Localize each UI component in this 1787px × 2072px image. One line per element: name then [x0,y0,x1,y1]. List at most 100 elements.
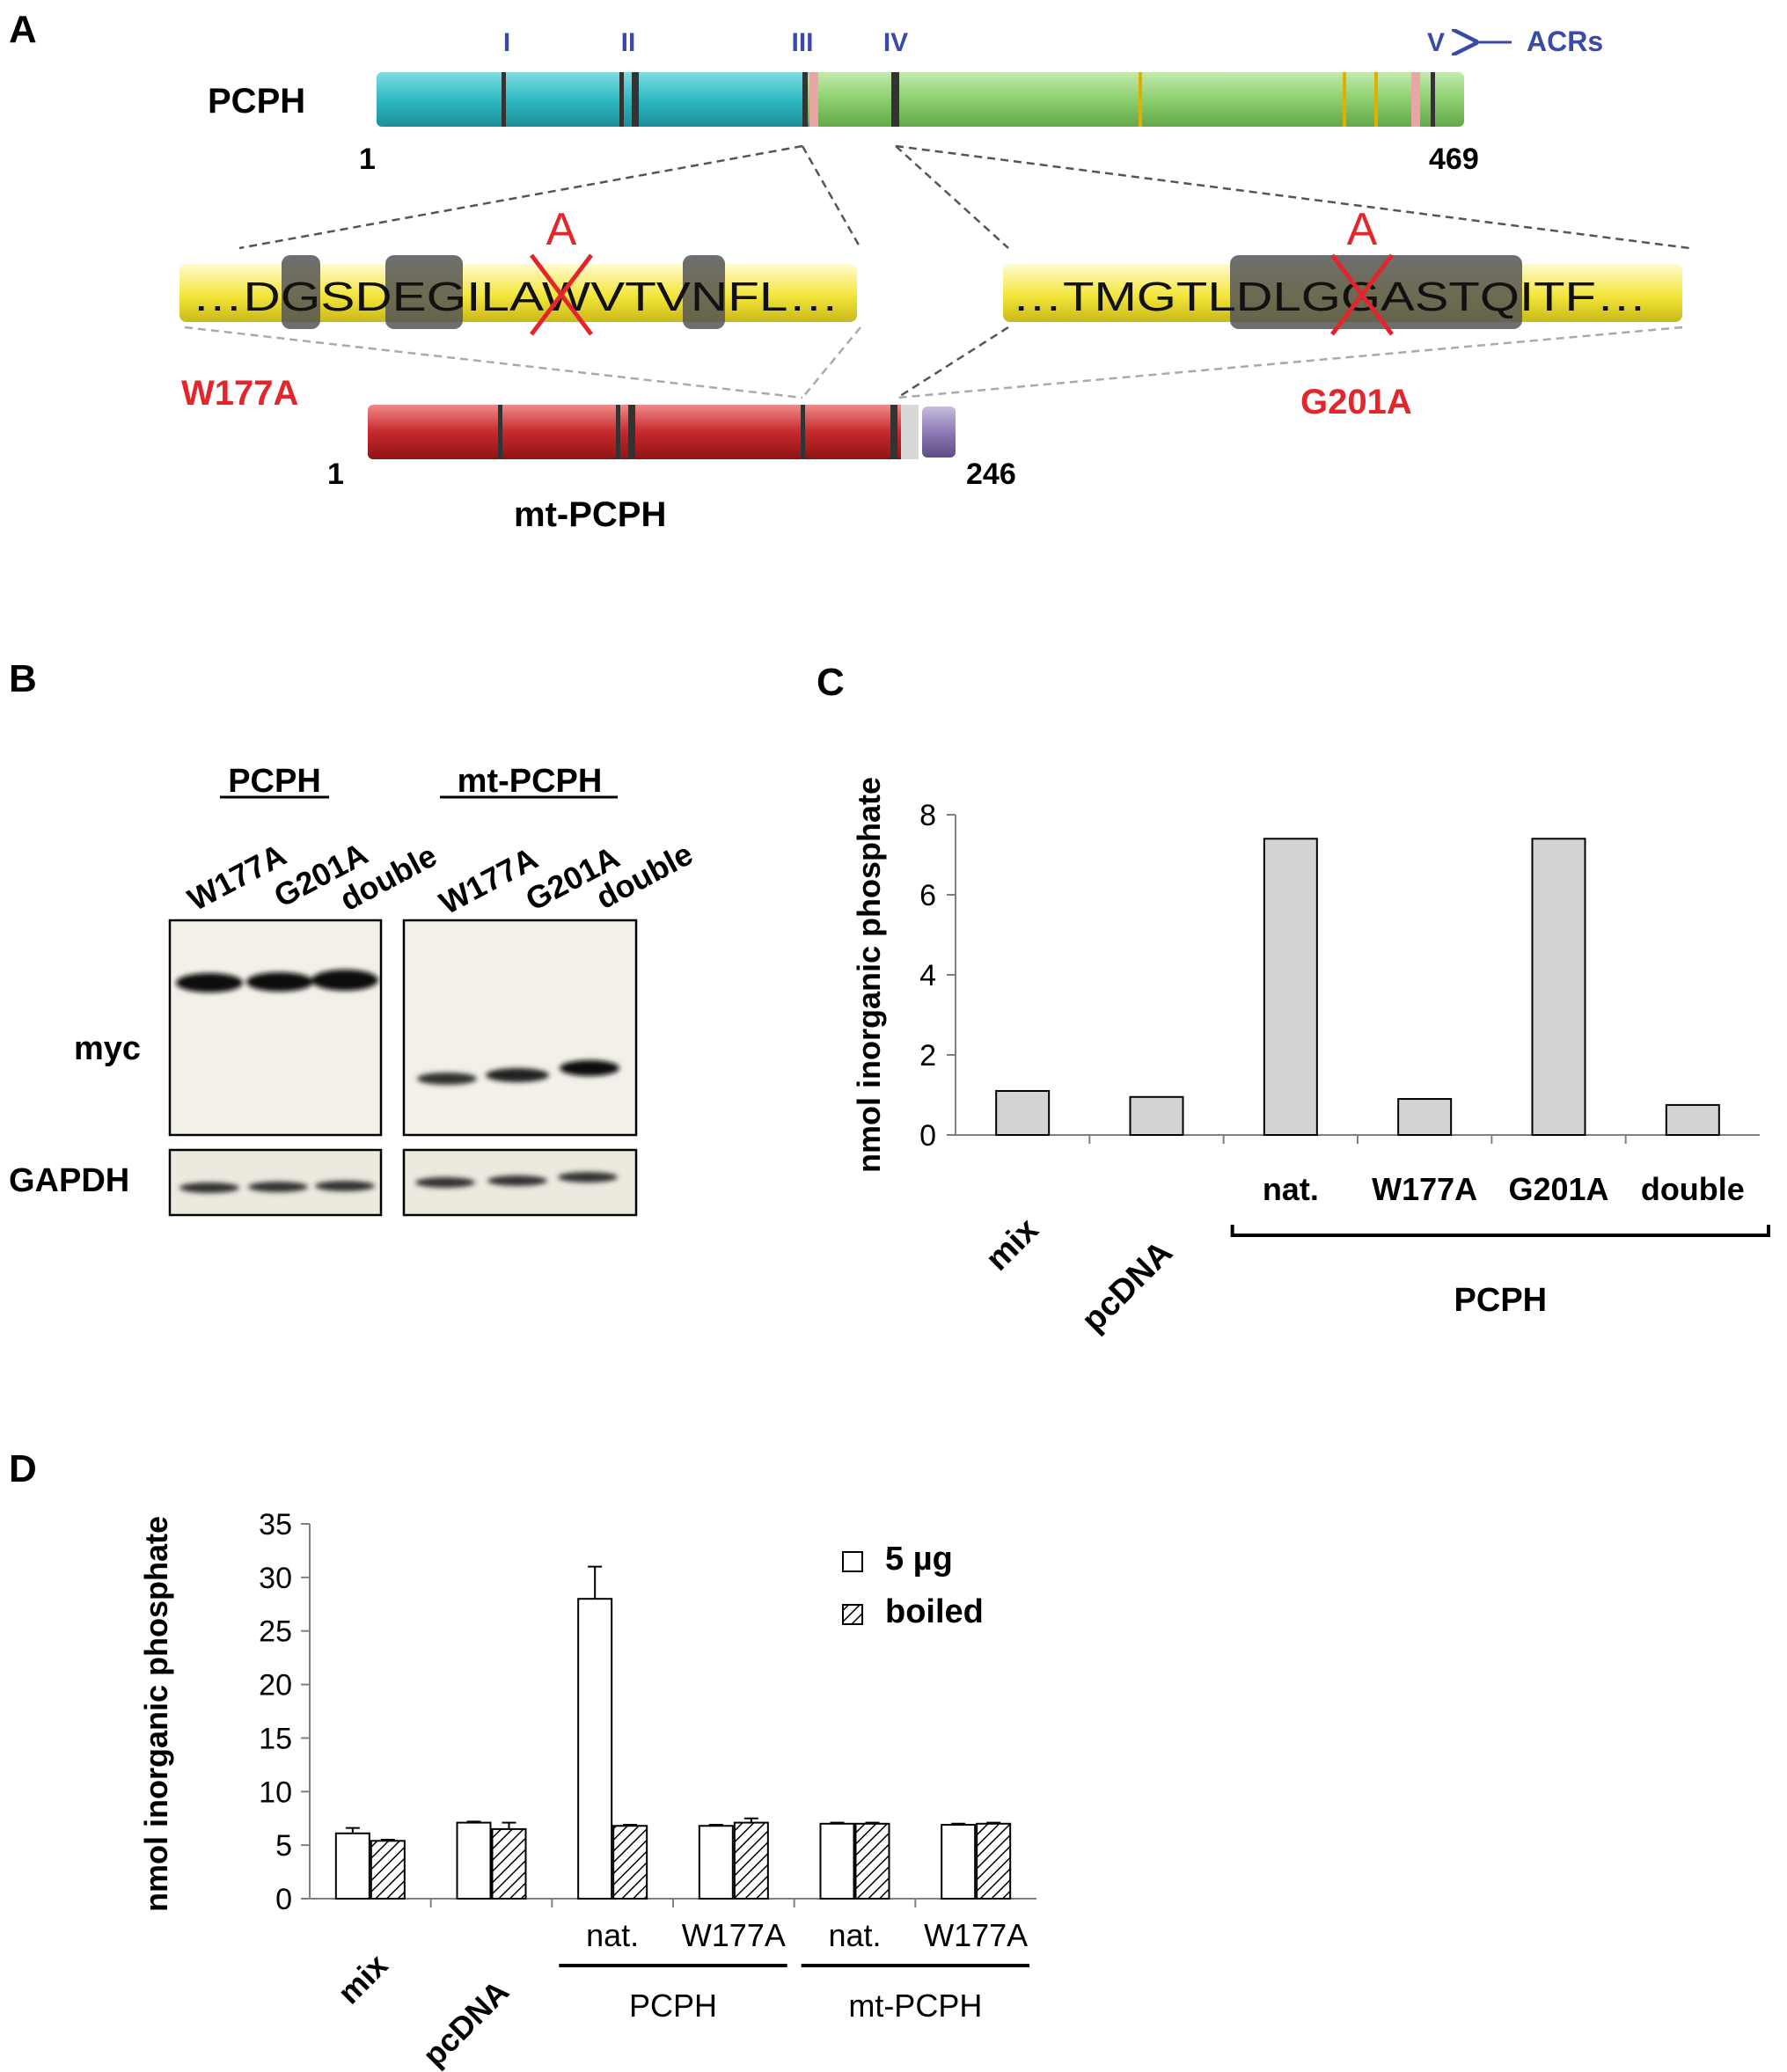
bar [976,1822,1012,1900]
acr-label-i: I [503,28,510,57]
legend-label: 5 µg [885,1541,953,1578]
sequence-right: …TMGTLDLGGASTQITF… A [1003,204,1682,336]
bar [1665,1103,1720,1136]
bar [491,1827,527,1900]
gapdh-bands [179,1172,618,1193]
band [486,1068,549,1082]
pcph-domain-cyan [377,72,813,127]
cross-left-icon [530,253,593,336]
y-tick-label: 20 [259,1669,292,1702]
panel-letter-d: D [9,1447,37,1490]
y-tick-label: 2 [919,1039,936,1073]
chart-d: 0 5 10 15 20 25 30 35 mix pcDNA nat. W177A nat. W177A… [138,1508,1036,2072]
y-axis-label: nmol inorganic phosphate [851,777,887,1173]
legend-swatch [842,1604,863,1625]
x-tick-label: G201A [1508,1171,1608,1207]
x-tick-label: pcDNA [1075,1234,1180,1339]
mutation-a-left: A [546,204,577,255]
y-tick-label: 0 [275,1883,292,1916]
mt-pcph-start: 1 [327,458,344,491]
x-tick-label: W177A [1372,1171,1477,1207]
group-label: mt-PCPH [848,1988,982,2024]
panel-letter-a: A [9,8,37,51]
x-tick-label: nat. [1263,1171,1319,1207]
bar [612,1825,648,1900]
chart-c: 0 2 4 6 8 mix pcDNA nat. W177A G201A double PCPH nmo… [851,777,1770,1339]
bar [334,1832,370,1900]
x-tick-label: pcDNA [415,1973,516,2072]
band [487,1175,547,1186]
band [248,1182,308,1192]
x-tick-label: W177A [924,1917,1028,1953]
y-tick-label: 4 [919,959,936,992]
mt-pcph-end: 246 [966,458,1016,491]
acr-label-iv: IV [883,28,908,57]
sequence-left: …DGSDEGILAWVTVNFL… A [179,204,857,336]
bar [1263,838,1318,1136]
y-tick-label: 0 [919,1119,936,1153]
acr-caption: ACRs [1527,26,1603,57]
blot-row-gapdh: GAPDH [9,1162,129,1199]
bar [1531,838,1586,1136]
panel-d: D 0 5 10 15 20 25 30 35 mix pcDNA nat. W177A nat. W17… [9,1447,1036,2072]
bar [698,1825,734,1900]
blot-group-pcph: PCPH [228,763,321,800]
band [176,973,243,992]
zoom-lines [184,144,1690,399]
bar [854,1822,890,1900]
mutation-label-g201a: G201A [1300,383,1412,421]
band [311,970,378,991]
y-tick-label: 10 [259,1775,292,1809]
mt-pcph-label: mt-PCPH [514,495,666,534]
bar [577,1598,613,1900]
bar [1397,1098,1453,1137]
acr-labels: I II III IV V [503,28,1445,57]
acr-label-ii: II [621,28,636,57]
pcph-domain-green [808,72,1464,127]
y-tick-label: 25 [259,1615,292,1649]
bar [1129,1095,1184,1137]
y-tick-label: 35 [259,1508,292,1541]
y-tick-label: 15 [259,1722,292,1755]
pcph-end: 469 [1429,143,1479,176]
x-tick-label: mix [331,1947,395,2011]
band [315,1181,375,1191]
band [558,1172,618,1182]
x-tick-label: nat. [828,1917,881,1953]
group-label: PCPH [1454,1282,1548,1319]
myc-bands [176,970,619,1085]
acr-label-iii: III [791,28,813,57]
pcph-label: PCPH [208,82,305,121]
bar [941,1824,977,1900]
x-tick-label: mix [979,1212,1046,1278]
panel-b: B PCPH mt-PCPH W177A G201A double W177A … [9,657,699,1217]
band [415,1177,475,1188]
band [560,1060,619,1076]
group-label: PCPH [629,1988,717,2024]
lane-label: W177A [182,837,292,919]
band [246,972,313,992]
mt-pcph-tail [922,406,956,458]
panel-letter-c: C [817,661,845,704]
panel-letter-b: B [9,657,37,700]
y-tick-label: 6 [919,879,936,912]
bar [819,1822,855,1900]
blot-row-myc: myc [74,1030,141,1067]
lane-label: W177A [434,840,544,922]
bar [995,1089,1051,1136]
bar [370,1840,406,1900]
mutation-a-right: A [1347,204,1378,255]
panel-c: C 0 2 4 6 8 mix pcDNA nat. W177A G201A double PCPH n… [817,661,1770,1339]
mutation-label-w177a: W177A [181,374,298,413]
legend-swatch [842,1551,863,1572]
group-bracket [1230,1225,1770,1237]
panel-a: A I II III IV V ACRs PCPH 1 46 [9,8,1690,534]
myc-blot-pcph [168,919,383,1137]
bar [456,1821,492,1900]
cross-right-icon [1330,253,1394,336]
band [417,1073,477,1085]
blot-group-mt-pcph: mt-PCPH [458,763,603,800]
myc-blot-mt-pcph [402,919,638,1137]
y-axis-label: nmol inorganic phosphate [138,1516,174,1912]
